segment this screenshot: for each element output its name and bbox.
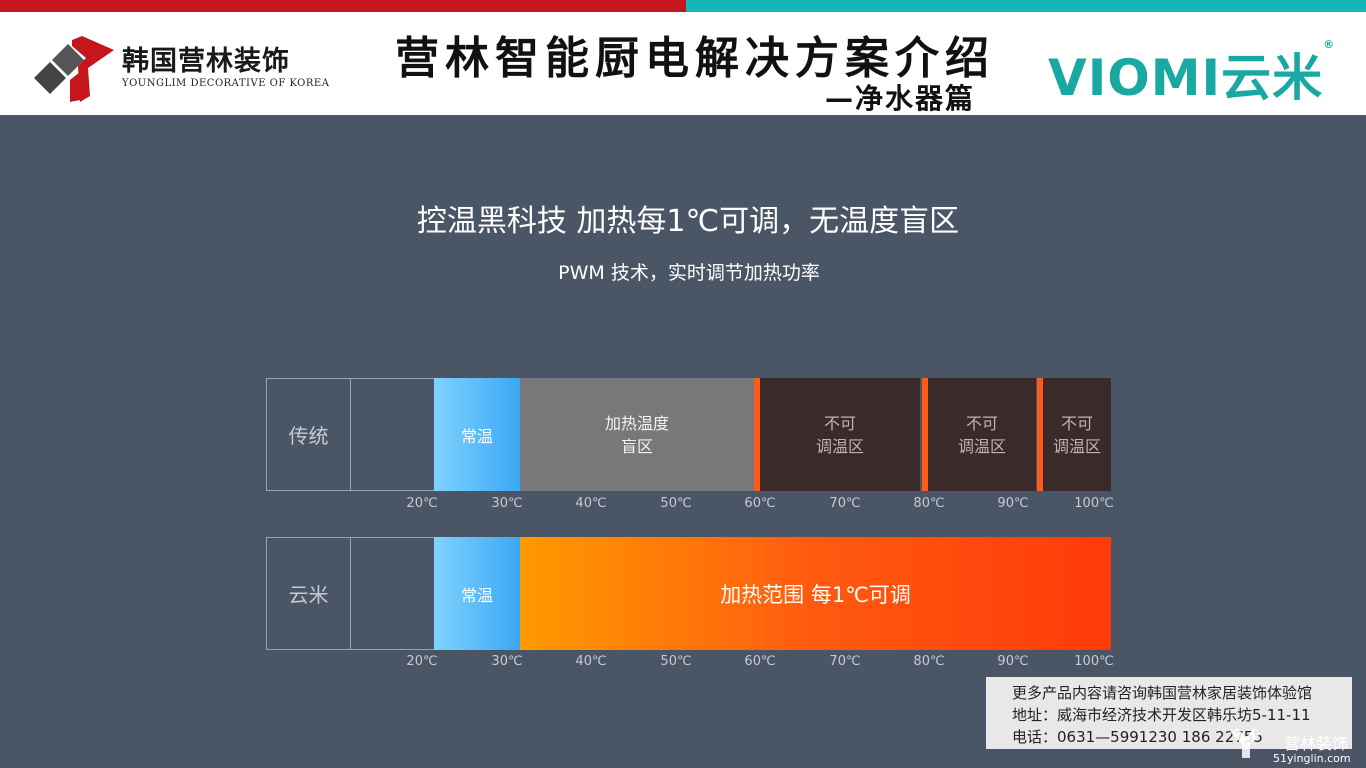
tick-label: 60℃ (744, 654, 776, 669)
traditional-bar: 传统 常温 加热温度盲区 不可调温区 不可调温区 不可调温区 (266, 378, 1111, 491)
blind-zone-line1: 加热温度 (604, 413, 669, 433)
headline: 控温黑科技 加热每1℃可调，无温度盲区 (416, 204, 960, 239)
tick-label: 90℃ (997, 496, 1029, 511)
top-bar-red (0, 0, 686, 12)
yunmi-label: 云米 (266, 537, 351, 650)
younglim-logo-icon (34, 36, 114, 102)
tick-label: 70℃ (829, 654, 861, 669)
tick-label: 90℃ (997, 654, 1029, 669)
tick-label: 70℃ (829, 496, 861, 511)
contact-info-box: 更多产品内容请咨询韩国营林家居装饰体验馆 地址：威海市经济技术开发区韩乐坊5-1… (986, 677, 1352, 749)
heat-stripe (922, 378, 928, 491)
watermark-text: 营林装饰 (1284, 734, 1349, 753)
zone-line2: 调温区 (957, 436, 1006, 456)
zone-line2: 调温区 (1052, 436, 1101, 456)
heat-stripe (754, 378, 760, 491)
info-line-phone: 电话：0631—5991230 186 22755 (1012, 728, 1263, 746)
tick-label: 40℃ (575, 654, 607, 669)
registered-mark: ® (1323, 38, 1336, 51)
info-line-consult: 更多产品内容请咨询韩国营林家居装饰体验馆 (1012, 684, 1313, 702)
tick-label: 80℃ (913, 496, 945, 511)
zone-line2: 调温区 (815, 436, 864, 456)
brand-text: VIOMI云米 (1048, 49, 1324, 107)
watermark-url: 51yinglin.com (1273, 752, 1351, 765)
non-adjustable-zone: 不可 调温区 (760, 378, 920, 491)
tick-label: 100℃ (1074, 496, 1114, 511)
normal-temp-segment: 常温 (434, 537, 520, 650)
non-adjustable-zone: 不可 调温区 (1043, 378, 1111, 491)
tick-label: 100℃ (1074, 654, 1114, 669)
normal-temp-segment: 常温 (434, 378, 520, 491)
top-bar-teal (686, 0, 1366, 12)
blind-zone-segment: 加热温度 盲区 (520, 378, 754, 491)
yunmi-bar: 云米 常温 加热范围 每1℃可调 (266, 537, 1111, 650)
info-line-address: 地址：威海市经济技术开发区韩乐坊5-11-11 (1012, 706, 1311, 724)
heat-stripe (1037, 378, 1043, 491)
tick-label: 50℃ (660, 496, 692, 511)
watermark-logo-icon (1230, 728, 1262, 758)
zone-line1: 不可 (1060, 413, 1093, 433)
page-title: 营林智能厨电解决方案介绍 (395, 33, 995, 84)
zone-line1: 不可 (823, 413, 856, 433)
logo-subtitle: YOUNGLIM DECORATIVE OF KOREA (122, 78, 330, 89)
tick-label: 20℃ (406, 654, 438, 669)
tick-label: 20℃ (406, 496, 438, 511)
tick-label: 30℃ (491, 654, 523, 669)
viomi-brand-logo: VIOMI云米® (1048, 38, 1335, 110)
tick-label: 40℃ (575, 496, 607, 511)
empty-segment (350, 378, 435, 491)
zone-line1: 不可 (965, 413, 998, 433)
tick-label: 50℃ (660, 654, 692, 669)
tick-label: 80℃ (913, 654, 945, 669)
yunmi-ticks: 20℃ 30℃ 40℃ 50℃ 60℃ 70℃ 80℃ 90℃ 100℃ (266, 654, 1114, 674)
non-adjustable-zone: 不可 调温区 (928, 378, 1036, 491)
traditional-label: 传统 (266, 378, 351, 491)
heating-range-segment: 加热范围 每1℃可调 (520, 537, 1111, 650)
tick-label: 60℃ (744, 496, 776, 511)
logo-text: 韩国营林装饰 (122, 46, 290, 77)
empty-segment (350, 537, 435, 650)
traditional-ticks: 20℃ 30℃ 40℃ 50℃ 60℃ 70℃ 80℃ 90℃ 100℃ (266, 496, 1114, 516)
header: 韩国营林装饰 YOUNGLIM DECORATIVE OF KOREA 营林智能… (0, 12, 1366, 115)
subheadline: PWM 技术，实时调节加热功率 (558, 262, 820, 284)
page-subtitle: —净水器篇 (825, 82, 976, 115)
tick-label: 30℃ (491, 496, 523, 511)
blind-zone-line2: 盲区 (620, 436, 653, 456)
